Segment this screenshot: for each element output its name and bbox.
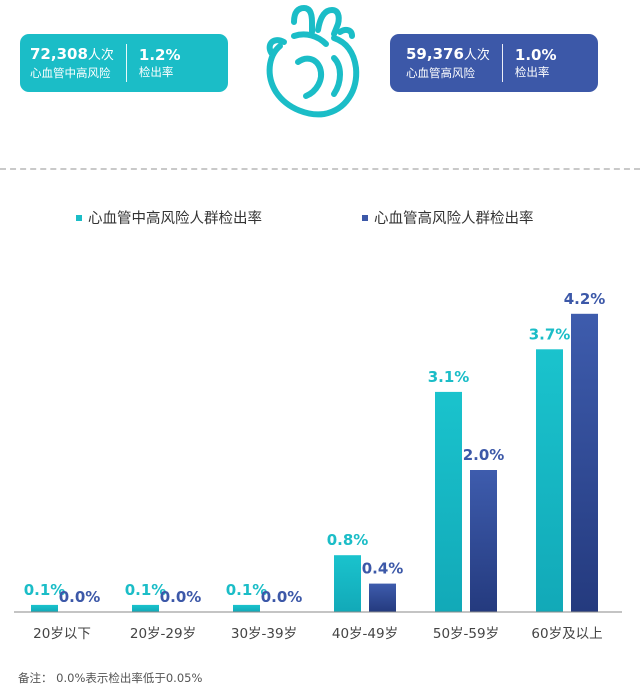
stat-label: 心血管中高风险 (30, 66, 111, 80)
bar-medium-high-3 (334, 555, 361, 612)
stat-label: 心血管高风险 (406, 66, 475, 80)
bar-medium-high-1 (132, 604, 159, 612)
bar-medium-high-5 (536, 349, 563, 612)
stat-rate-label: 检出率 (514, 65, 550, 79)
data-label-medium-high-3: 0.8% (327, 531, 369, 549)
bar-high-5 (571, 313, 598, 612)
data-label-high-4: 2.0% (463, 446, 505, 464)
stat-rate-block: 1.0% 检出率 (515, 46, 557, 80)
stat-rate: 1.2% (138, 46, 181, 64)
bar-medium-high-0 (31, 604, 58, 612)
x-tick-label-3: 40岁-49岁 (332, 626, 398, 642)
stat-count-block: 59,376人次 心血管高风险 (406, 45, 490, 81)
stat-rate-label: 检出率 (138, 65, 174, 79)
stat-unit: 人次 (87, 48, 114, 63)
x-tick-label-2: 30岁-39岁 (231, 626, 297, 642)
x-tick-label-1: 20岁-29岁 (130, 626, 196, 642)
legend-swatch-blue (362, 214, 368, 221)
bar-high-3 (369, 583, 396, 612)
legend-label: 心血管高风险人群检出率 (374, 211, 534, 227)
data-label-medium-high-1: 0.1% (125, 581, 167, 599)
data-label-high-0: 0.0% (59, 588, 101, 606)
legend-item-high: 心血管高风险人群检出率 (362, 207, 534, 228)
legend-label: 心血管中高风险人群检出率 (88, 211, 262, 227)
data-label-high-5: 4.2% (564, 290, 606, 308)
data-label-medium-high-4: 3.1% (428, 368, 470, 386)
data-label-medium-high-0: 0.1% (24, 581, 66, 599)
stat-card-medium-high-risk: 72,308人次 心血管中高风险 1.2% 检出率 (20, 34, 228, 92)
legend-item-medium-high: 心血管中高风险人群检出率 (76, 207, 262, 228)
heart-icon (266, 5, 360, 118)
x-tick-label-4: 50岁-59岁 (433, 626, 499, 642)
stat-divider (125, 44, 127, 82)
data-label-medium-high-5: 3.7% (529, 325, 571, 343)
stat-count-block: 72,308人次 心血管中高风险 (30, 45, 114, 81)
legend-swatch-teal (76, 214, 82, 221)
stat-unit: 人次 (463, 48, 490, 63)
x-tick-label-0: 20岁以下 (33, 626, 91, 642)
footnote: 备注： 0.0%表示检出率低于0.05% (18, 671, 203, 685)
data-label-high-2: 0.0% (261, 588, 303, 606)
bar-medium-high-2 (233, 604, 260, 612)
bar-medium-high-4 (435, 391, 462, 612)
stat-count: 59,376人次 (406, 45, 490, 63)
x-tick-label-5: 60岁及以上 (531, 626, 602, 642)
data-label-high-3: 0.4% (362, 560, 404, 578)
stat-rate-block: 1.2% 检出率 (139, 46, 181, 80)
data-label-medium-high-2: 0.1% (226, 581, 268, 599)
stat-count: 72,308人次 (30, 45, 114, 63)
data-label-high-1: 0.0% (160, 588, 202, 606)
stat-card-high-risk: 59,376人次 心血管高风险 1.0% 检出率 (390, 34, 598, 92)
stat-divider (501, 44, 503, 82)
stat-rate: 1.0% (514, 46, 557, 64)
section-divider (0, 168, 640, 170)
bar-high-4 (470, 470, 497, 612)
